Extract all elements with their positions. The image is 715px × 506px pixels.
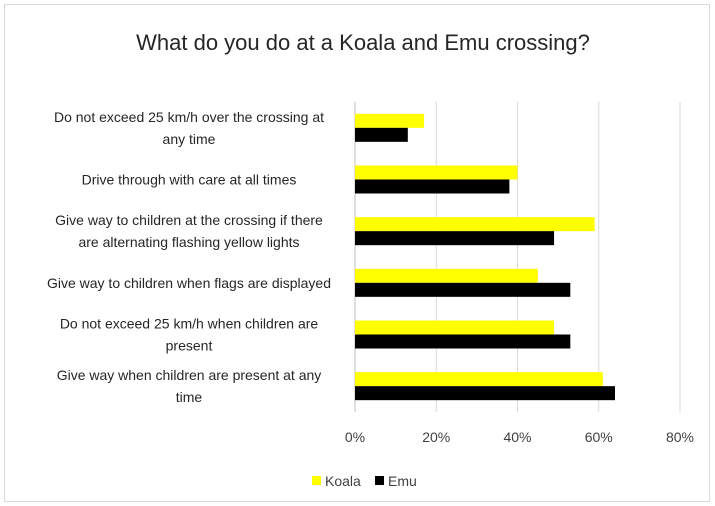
bar-emu <box>355 231 555 246</box>
category-label-line: are alternating flashing yellow lights <box>78 234 299 250</box>
bar-emu <box>355 334 571 349</box>
x-tick-label: 20% <box>422 429 450 445</box>
bar-emu <box>355 127 408 142</box>
bar-koala <box>355 165 518 180</box>
category-label: Drive through with care at all times <box>82 172 297 188</box>
bar-emu <box>355 179 510 194</box>
category-label-line: Drive through with care at all times <box>82 172 297 188</box>
category-label-line: present <box>166 338 213 354</box>
bar-emu <box>355 282 571 297</box>
bar-koala <box>355 372 603 387</box>
legend-swatch-emu <box>375 476 384 485</box>
category-label-line: Give way to children at the crossing if … <box>55 212 323 228</box>
x-tick-label: 40% <box>503 429 531 445</box>
x-tick-label: 0% <box>345 429 365 445</box>
legend-swatch-koala <box>312 476 321 485</box>
category-label: Do not exceed 25 km/h over the crossing … <box>54 109 324 147</box>
bar-koala <box>355 268 538 283</box>
bar-koala <box>355 320 555 335</box>
chart-title: What do you do at a Koala and Emu crossi… <box>136 30 590 55</box>
category-label-line: Do not exceed 25 km/h over the crossing … <box>54 109 324 125</box>
bar-emu <box>355 386 615 401</box>
category-label-line: Give way to children when flags are disp… <box>47 275 331 291</box>
x-tick-label: 60% <box>585 429 613 445</box>
category-label: Give way when children are present at an… <box>57 367 322 405</box>
category-label-line: any time <box>163 131 216 147</box>
category-label-line: Do not exceed 25 km/h when children are <box>60 316 319 332</box>
category-label-line: Give way when children are present at an… <box>57 367 322 383</box>
bar-koala <box>355 113 425 128</box>
bar-koala <box>355 217 595 232</box>
legend-label-emu: Emu <box>388 473 417 489</box>
x-tick-label: 80% <box>666 429 694 445</box>
chart-frame <box>4 4 710 502</box>
category-label: Give way to children at the crossing if … <box>55 212 323 250</box>
legend-label-koala: Koala <box>325 473 361 489</box>
category-label: Give way to children when flags are disp… <box>47 275 331 291</box>
category-label-line: time <box>176 389 203 405</box>
category-label: Do not exceed 25 km/h when children are p… <box>60 316 319 354</box>
